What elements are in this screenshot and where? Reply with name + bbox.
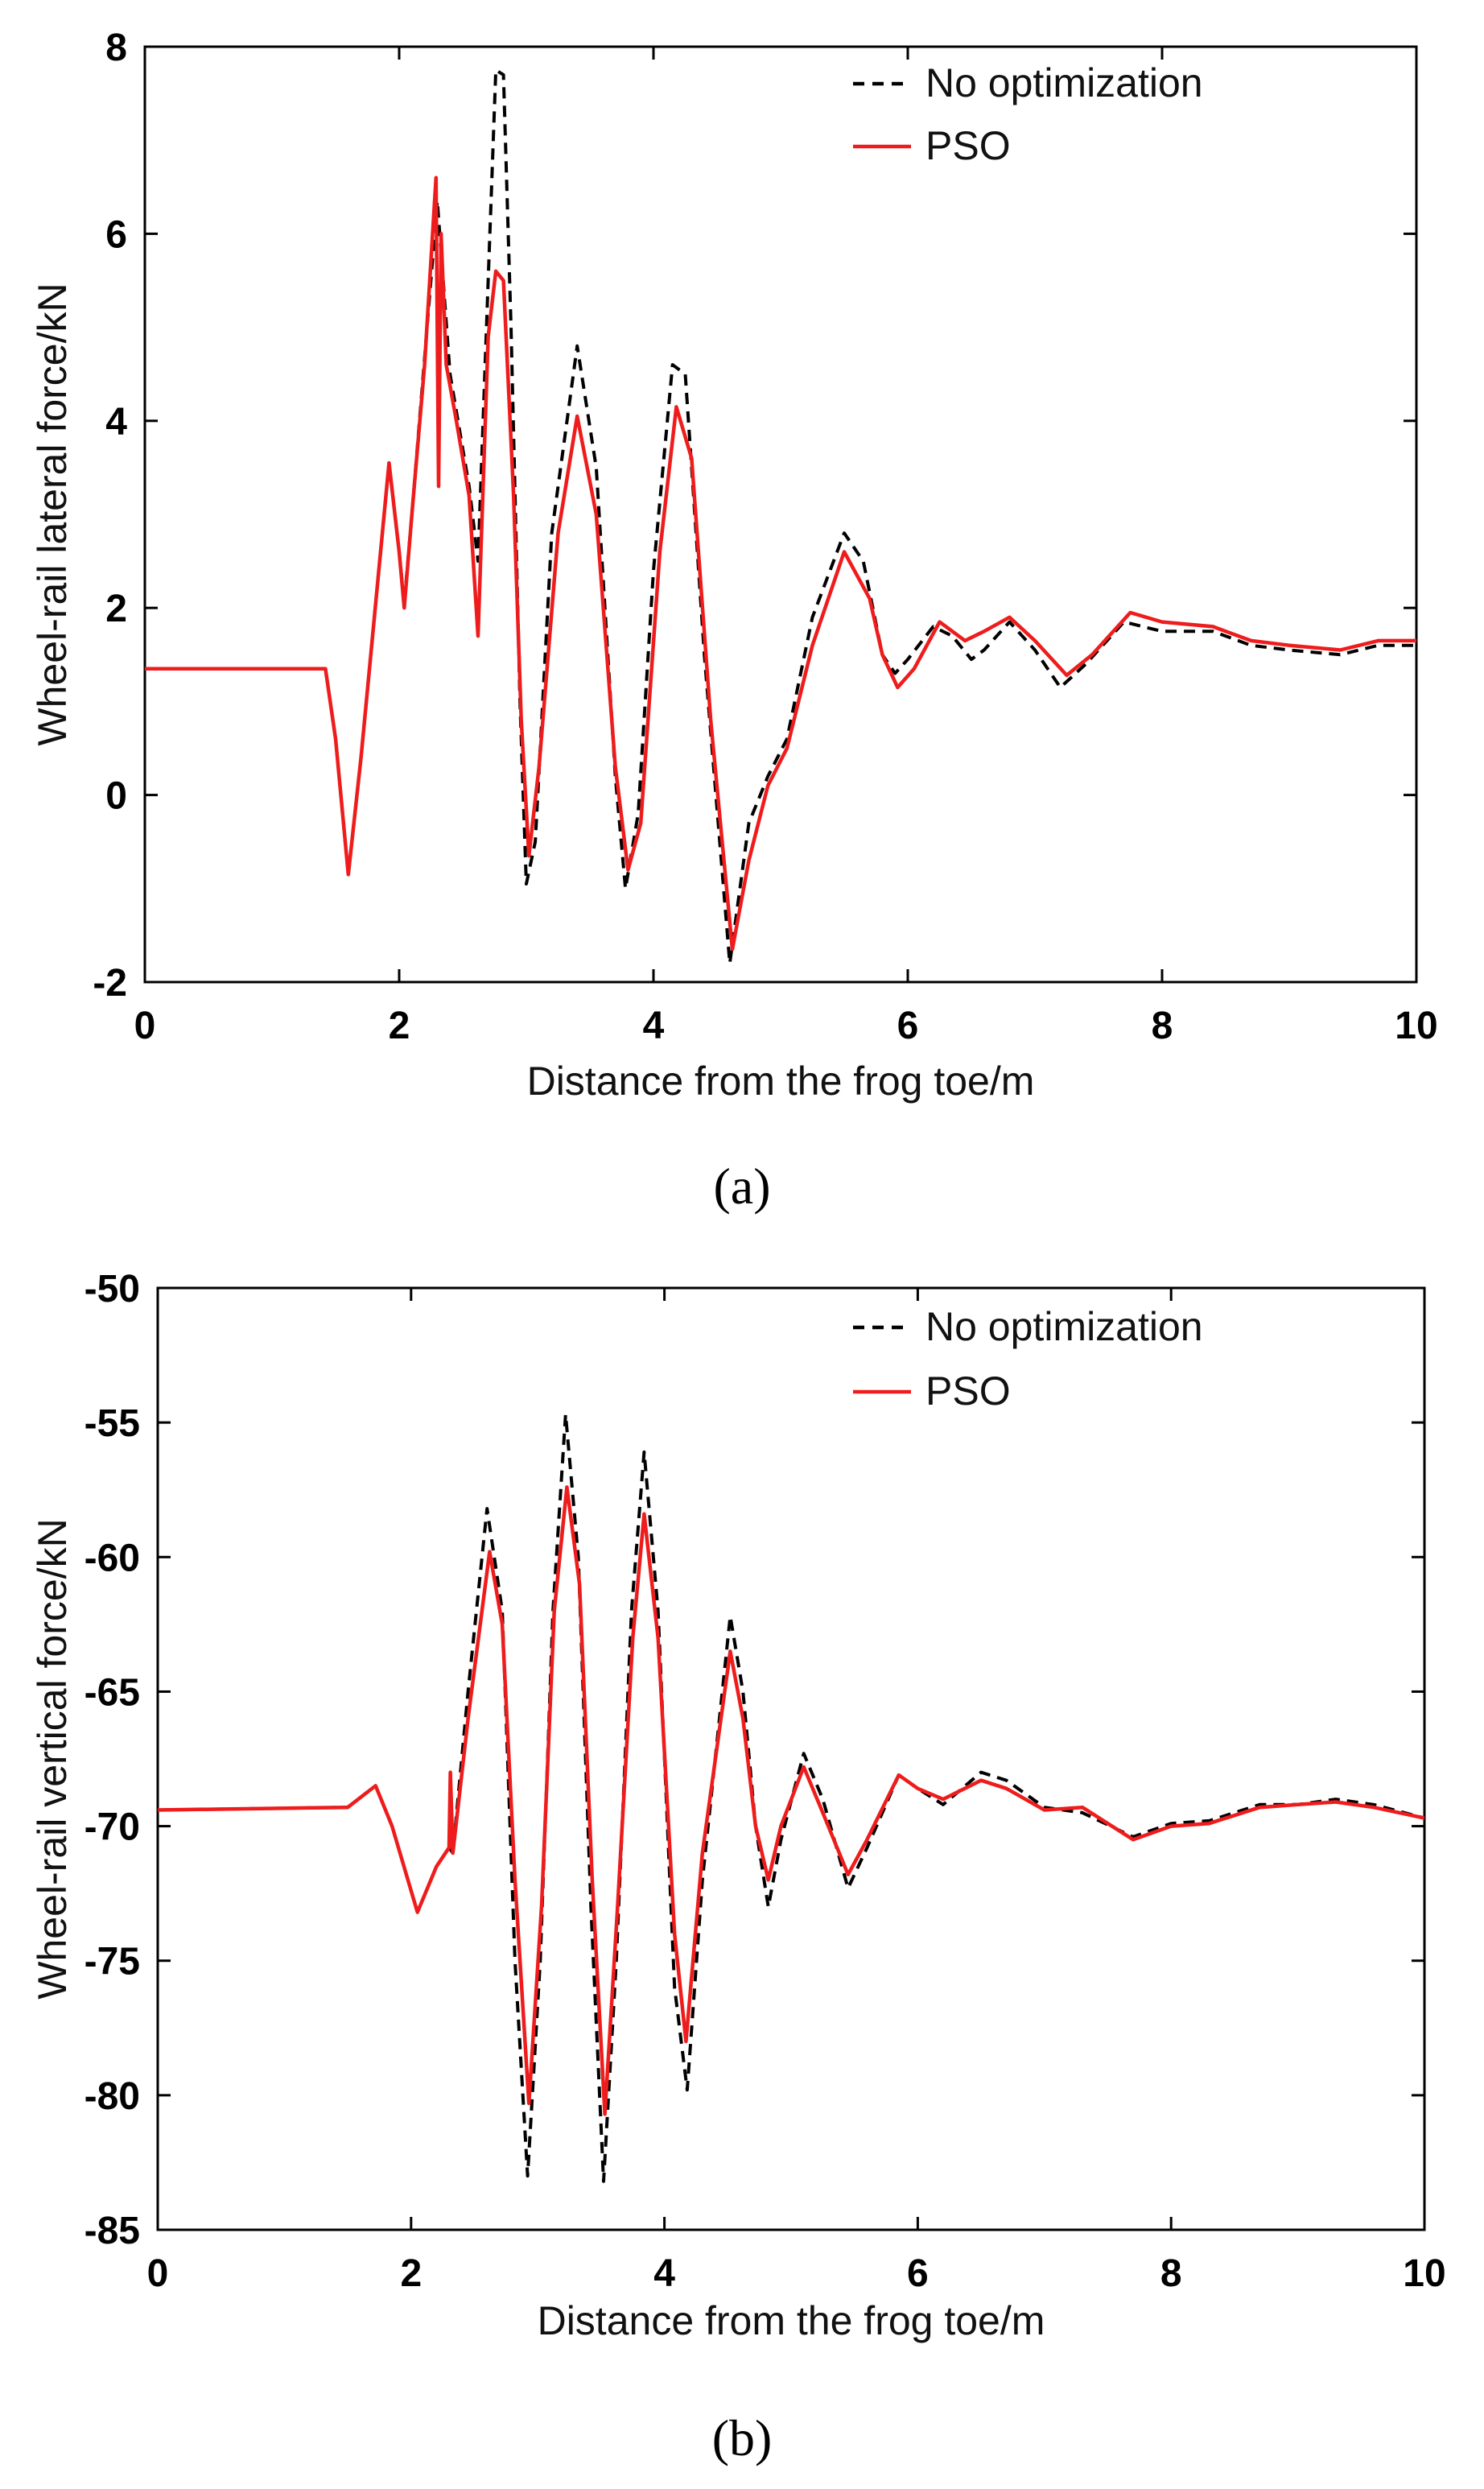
x-tick-label: 2 bbox=[400, 2252, 422, 2295]
x-tick-label: 8 bbox=[1152, 1005, 1173, 1047]
y-tick-label: 6 bbox=[105, 213, 127, 256]
x-tick-label: 6 bbox=[897, 1005, 919, 1047]
x-tick-label: 8 bbox=[1160, 2252, 1182, 2295]
legend-label: No optimization bbox=[925, 1304, 1203, 1349]
x-axis-label: Distance from the frog toe/m bbox=[527, 1059, 1035, 1104]
chart-b: 0 2 4 6 8 10 -50 -55 -60 -65 -70 -75 -80 -85 Distance … bbox=[30, 1268, 1446, 2466]
series-line-no-optimization bbox=[145, 68, 1416, 965]
y-tick-label: -60 bbox=[85, 1537, 140, 1579]
x-tick-label: 4 bbox=[643, 1005, 665, 1047]
panel-label: (b) bbox=[712, 2409, 773, 2466]
x-tick-label: 6 bbox=[907, 2252, 929, 2295]
x-tick-label: 0 bbox=[134, 1005, 156, 1047]
series-group bbox=[145, 68, 1416, 965]
plot-frame bbox=[156, 1286, 1426, 2231]
y-tick-label: 4 bbox=[105, 401, 127, 444]
series-group bbox=[158, 1413, 1424, 2183]
y-tick-label: -55 bbox=[85, 1402, 140, 1445]
y-axis-label: Wheel-rail vertical force/kN bbox=[30, 1518, 75, 1999]
y-tick-label: 8 bbox=[105, 27, 127, 69]
legend-label: No optimization bbox=[925, 60, 1203, 105]
legend-label: PSO bbox=[925, 1368, 1011, 1414]
y-tick-label: -75 bbox=[85, 1941, 140, 1983]
figure-b: 0 2 4 6 8 10 -50 -55 -60 -65 -70 -75 -80 -85 Distance … bbox=[0, 1240, 1484, 2489]
figure-a: 0 2 4 6 8 10 -2 0 2 4 6 8 Distance from the frog toe… bbox=[0, 0, 1484, 1224]
x-tick-label: 4 bbox=[653, 2252, 675, 2295]
x-tick-label: 10 bbox=[1403, 2252, 1445, 2295]
y-tick-label: 2 bbox=[105, 588, 127, 630]
x-tick-label: 0 bbox=[147, 2252, 169, 2295]
x-tick-label: 10 bbox=[1395, 1005, 1437, 1047]
y-tick-label: -80 bbox=[85, 2075, 140, 2118]
series-line-no-optimization bbox=[158, 1413, 1424, 2183]
x-axis-label: Distance from the frog toe/m bbox=[538, 2298, 1045, 2343]
y-tick-label: 0 bbox=[105, 775, 127, 818]
panel-label: (a) bbox=[713, 1158, 770, 1215]
y-tick-label: -2 bbox=[93, 962, 127, 1005]
y-tick-label: -85 bbox=[85, 2210, 140, 2252]
x-tick-label: 2 bbox=[389, 1005, 410, 1047]
series-line-pso bbox=[158, 1485, 1424, 2116]
y-axis-label: Wheel-rail lateral force/kN bbox=[30, 283, 75, 745]
series-line-pso bbox=[145, 175, 1416, 951]
legend-label: PSO bbox=[925, 123, 1011, 168]
y-tick-label: -50 bbox=[85, 1268, 140, 1311]
y-tick-label: -70 bbox=[85, 1806, 140, 1849]
plot-frame bbox=[143, 45, 1418, 984]
y-tick-label: -65 bbox=[85, 1671, 140, 1714]
